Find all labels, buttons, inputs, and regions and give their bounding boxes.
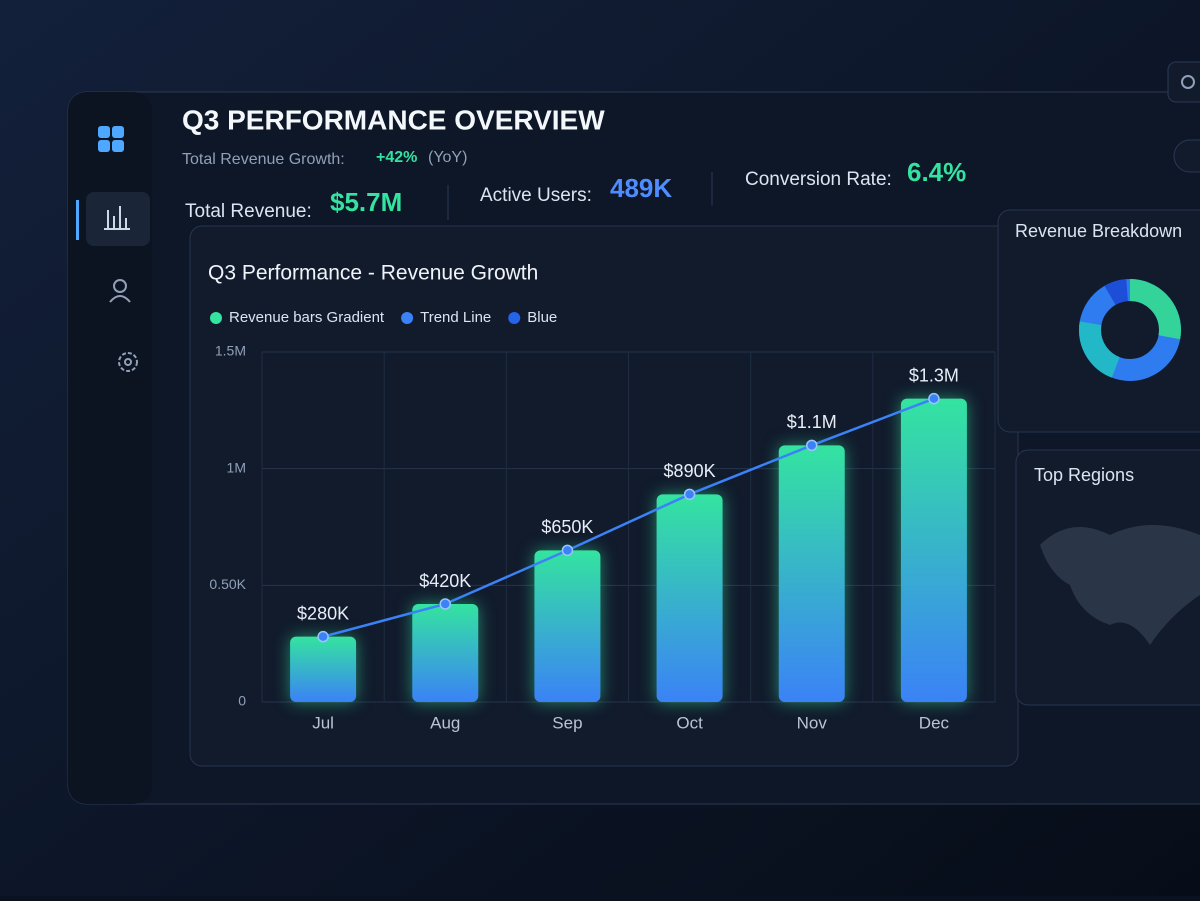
panel-title: Revenue Breakdown [1015, 221, 1182, 241]
kpi-value: $5.7M [330, 187, 402, 217]
trend-point [439, 598, 451, 610]
value-label: $1.3M [909, 365, 959, 385]
sidebar [68, 92, 152, 804]
settings-icon [124, 358, 132, 366]
bar [900, 398, 967, 702]
bar [534, 550, 601, 702]
legend-swatch [508, 312, 521, 324]
y-tick-label: 0 [238, 693, 246, 709]
toggle-button[interactable] [1173, 139, 1200, 173]
kpi-label: Total Revenue: [185, 201, 312, 222]
x-tick-label: Oct [676, 713, 703, 732]
logo [98, 126, 110, 138]
value-label: $650K [541, 517, 593, 537]
value-label: $890K [664, 461, 716, 481]
bar [656, 494, 723, 702]
logo [112, 140, 124, 152]
kpi-value: 489K [610, 173, 672, 203]
donut-segment [1079, 279, 1181, 381]
bar [778, 445, 845, 702]
x-tick-label: Jul [312, 713, 334, 732]
x-tick-label: Dec [919, 713, 950, 732]
users-icon[interactable] [113, 279, 127, 293]
nav-charts[interactable] [86, 192, 150, 246]
chart-title: Q3 Performance - Revenue Growth [208, 262, 538, 285]
y-tick-label: 1.5M [215, 343, 246, 359]
y-tick-label: 0.50K [209, 576, 246, 592]
bar [290, 636, 357, 702]
subtitle-label: Total Revenue Growth: [182, 151, 345, 168]
legend-swatch [401, 312, 414, 324]
page-title: Q3 PERFORMANCE OVERVIEW [182, 104, 605, 135]
settings-icon[interactable] [118, 352, 138, 372]
trend-line [322, 397, 935, 638]
trend-point [806, 439, 818, 452]
bar [412, 604, 479, 702]
value-label: $280K [297, 603, 349, 623]
kpi-label: Conversion Rate: [745, 169, 892, 190]
x-tick-label: Aug [430, 713, 460, 732]
y-tick-label: 1M [227, 459, 246, 475]
subtitle-suffix: (YoY) [428, 149, 467, 166]
chart-icon [104, 206, 130, 230]
trend-point [317, 630, 329, 643]
kpi-label: Active Users: [480, 185, 592, 206]
trend-point [683, 488, 696, 501]
growth-value: +42% [376, 149, 417, 166]
search-button[interactable] [1167, 61, 1200, 103]
trend-point [928, 392, 940, 405]
legend-label: Blue [527, 309, 557, 326]
legend-swatch [210, 312, 222, 324]
panel-title: Top Regions [1034, 465, 1134, 485]
world-map [1040, 525, 1200, 645]
legend-label: Trend Line [420, 309, 491, 326]
x-tick-label: Nov [797, 713, 828, 732]
kpi-value: 6.4% [907, 157, 966, 187]
logo [112, 126, 124, 138]
x-tick-label: Sep [552, 713, 582, 732]
trend-point [561, 544, 574, 557]
legend-label: Revenue bars Gradient [229, 309, 385, 326]
logo [98, 140, 110, 152]
users-icon [109, 295, 131, 303]
value-label: $1.1M [787, 412, 837, 432]
search-icon [1181, 75, 1195, 89]
donut-segment [1079, 279, 1181, 381]
active-indicator [76, 200, 79, 240]
value-label: $420K [419, 571, 471, 591]
